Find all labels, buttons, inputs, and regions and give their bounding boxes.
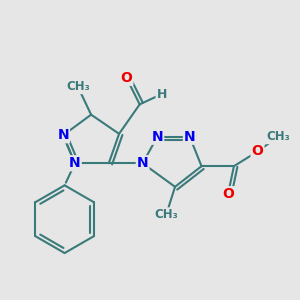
Text: N: N [152, 130, 163, 144]
Text: N: N [57, 128, 69, 142]
Text: O: O [251, 145, 263, 158]
Text: H: H [157, 88, 167, 100]
Text: N: N [184, 130, 196, 144]
Text: CH₃: CH₃ [154, 208, 178, 221]
Text: O: O [121, 71, 132, 85]
Text: N: N [69, 156, 81, 170]
Text: O: O [222, 187, 234, 201]
Text: CH₃: CH₃ [266, 130, 290, 143]
Text: CH₃: CH₃ [66, 80, 90, 93]
Text: N: N [137, 156, 148, 170]
